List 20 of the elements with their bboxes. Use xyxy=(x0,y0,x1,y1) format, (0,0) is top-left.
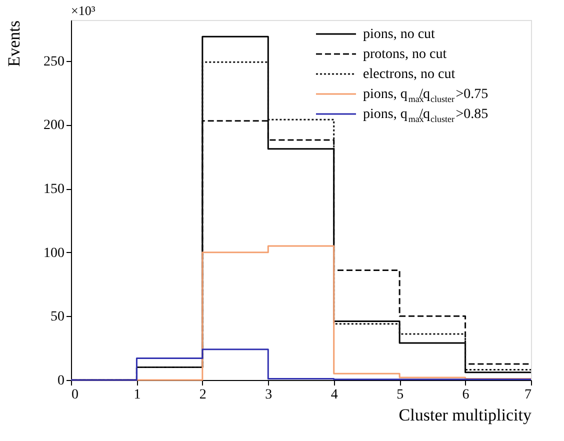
y-tick-label: 50 xyxy=(50,310,64,325)
y-axis-title: Events xyxy=(4,20,24,67)
x-tick-label: 2 xyxy=(199,388,206,402)
y-tick-label: 0 xyxy=(58,374,64,388)
x-tick-label: 5 xyxy=(396,388,404,402)
x-tick-label: 3 xyxy=(265,388,272,402)
y-tick-label: 250 xyxy=(44,54,64,70)
x-tick-label: 4 xyxy=(330,388,338,402)
legend-label: protons, no cut xyxy=(363,47,447,62)
y-tick-label: 200 xyxy=(44,118,64,134)
y-tick-label: 150 xyxy=(44,182,64,198)
x-tick-label: 0 xyxy=(72,388,78,402)
x-tick-label: 7 xyxy=(524,388,532,402)
x-tick-label: 6 xyxy=(462,388,470,402)
legend-label: pions, no cut xyxy=(363,27,436,42)
x-tick-label: 1 xyxy=(134,388,141,402)
y-tick-label: 100 xyxy=(44,246,64,261)
text: ×10³ xyxy=(71,3,96,18)
x-axis-title: Cluster multiplicity xyxy=(398,406,532,424)
legend-label: electrons, no cut xyxy=(363,67,456,82)
